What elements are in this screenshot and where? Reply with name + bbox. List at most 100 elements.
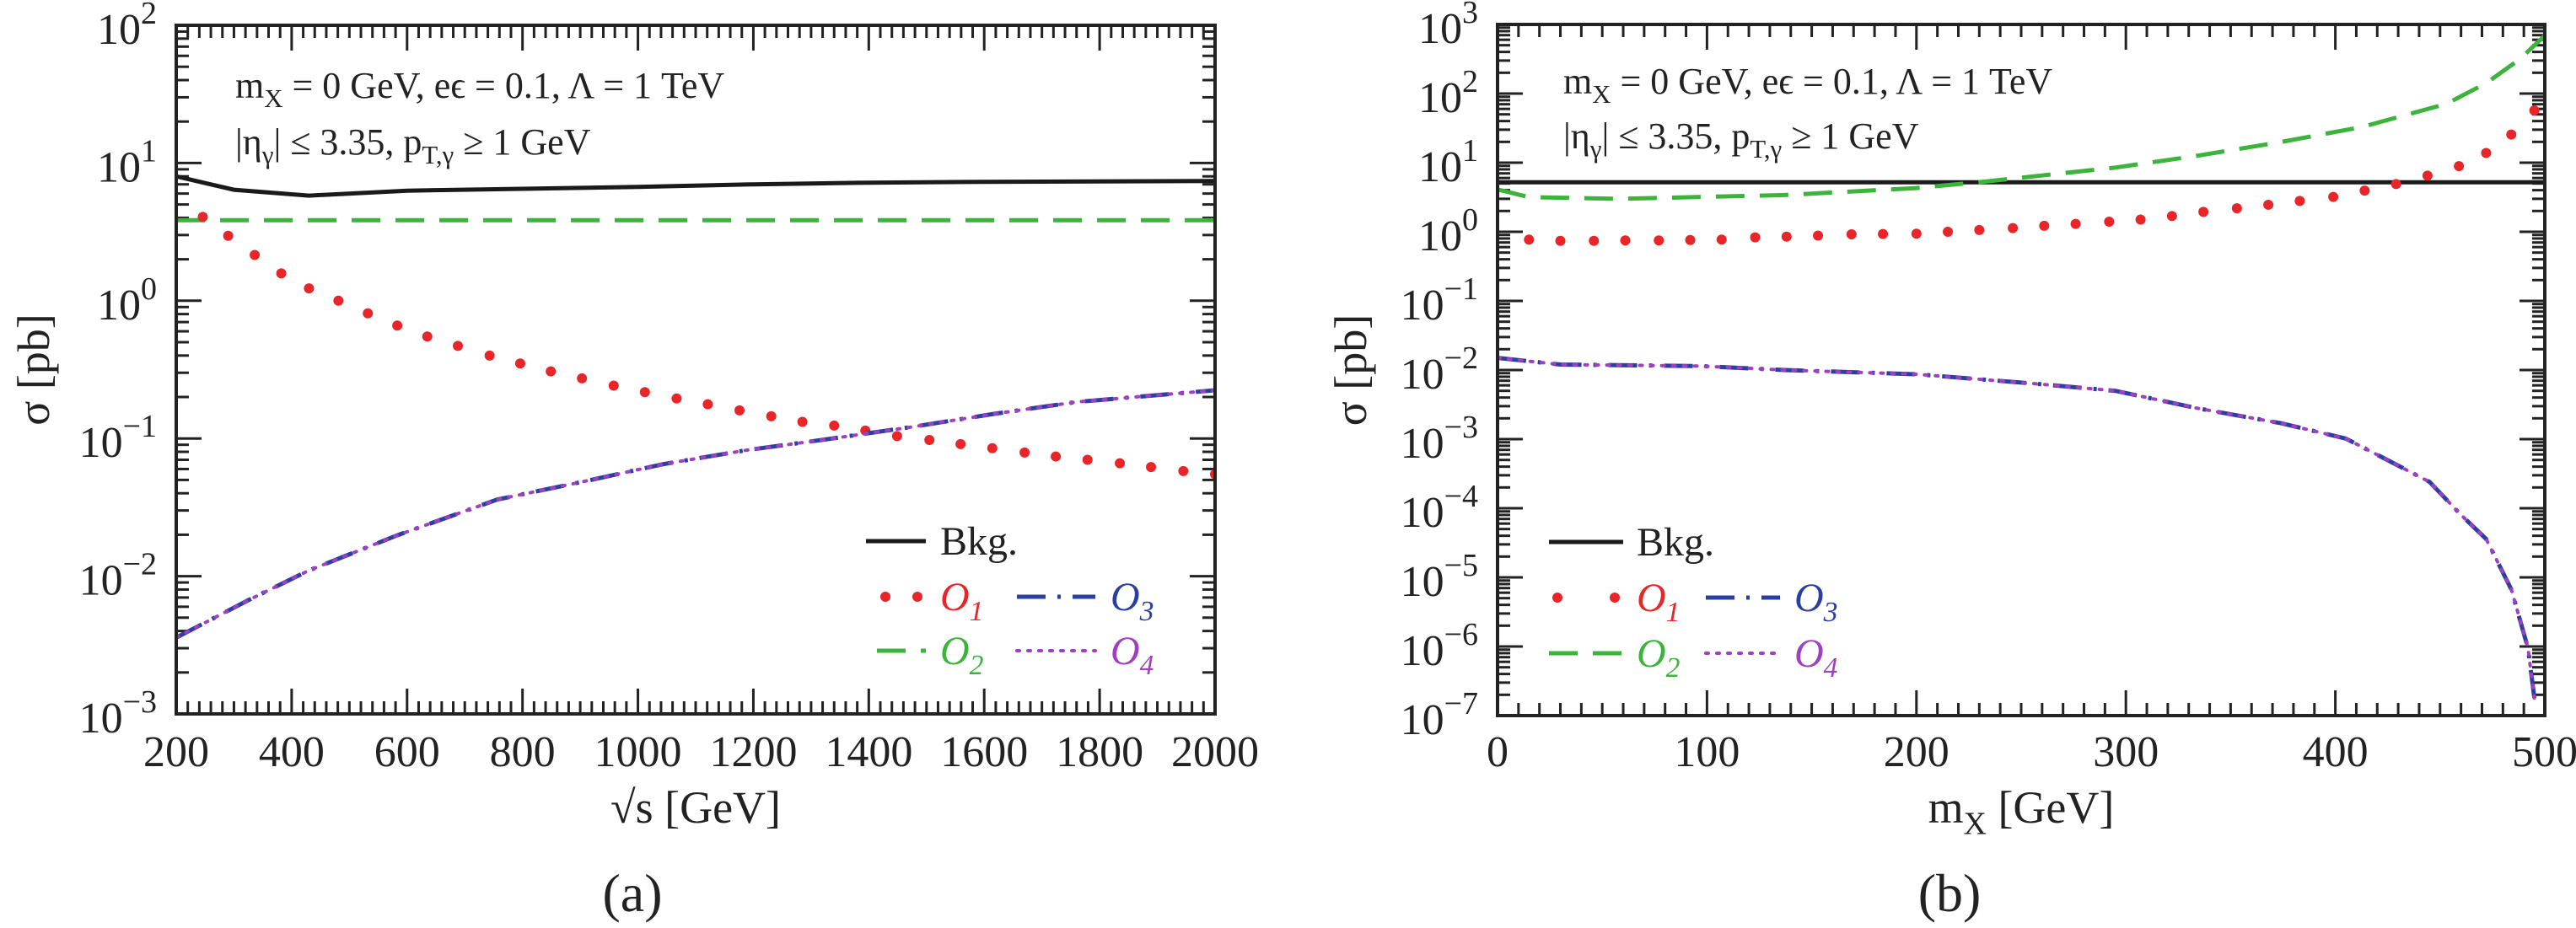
data-point-O1 <box>1750 232 1761 243</box>
axis-ticks <box>175 24 1217 716</box>
data-point-O1 <box>1878 228 1889 239</box>
plot-area <box>1498 34 2545 700</box>
data-point-O1 <box>223 230 234 241</box>
data-point-O1 <box>1178 465 1189 476</box>
subscript: T,γ <box>422 141 454 169</box>
subscript: 2 <box>1666 652 1681 684</box>
data-point-O1 <box>2166 211 2177 222</box>
subscript: T,γ <box>1750 135 1782 164</box>
x-tick-label: 300 <box>2093 728 2159 776</box>
data-point-O1 <box>333 295 344 306</box>
panel-label: (a) <box>602 863 662 923</box>
data-point-O1 <box>639 387 650 398</box>
plot-area <box>176 174 1215 640</box>
y-tick-label: 100 <box>97 271 157 330</box>
data-point-O1 <box>453 341 464 351</box>
y-tick-label: 10−2 <box>1401 341 1478 399</box>
tick-base: 10 <box>97 143 141 191</box>
data-point-O1 <box>514 358 525 369</box>
data-point-O1 <box>1685 234 1696 245</box>
text-part: = 0 GeV, eϵ = 0.1, Λ = 1 TeV <box>282 65 724 106</box>
legend-label-O4: O4​ <box>1794 631 1838 684</box>
subscript: X <box>1964 807 1987 842</box>
legend-label-O2: O2​ <box>940 629 984 681</box>
annotation-line: |ηγ​| ≤ 3.35, pT,γ​ ≥ 1 GeV <box>1563 115 1919 164</box>
data-point-O1 <box>392 320 403 331</box>
subscript: γ <box>1589 135 1602 164</box>
data-point-O1 <box>304 283 315 294</box>
data-point-O1 <box>1846 228 1857 239</box>
legend-swatch-O1 <box>1552 593 1562 603</box>
series-O1 <box>1524 105 2540 246</box>
data-point-O1 <box>829 420 840 431</box>
legend-swatch-O1 <box>912 592 922 602</box>
tick-exponent: 2 <box>141 0 157 31</box>
legend-label-O4: O4​ <box>1111 629 1154 681</box>
x-axis-label: mX​ [GeV] <box>1928 782 2115 842</box>
data-point-O1 <box>924 434 935 445</box>
tick-exponent: −1 <box>1444 271 1478 307</box>
data-point-O1 <box>2135 214 2146 225</box>
subscript: 3 <box>1139 596 1154 627</box>
data-point-O1 <box>1716 234 1727 245</box>
x-tick-label: 2000 <box>1171 728 1259 776</box>
tick-exponent: 1 <box>1462 133 1478 169</box>
text-part: Bkg. <box>940 519 1018 564</box>
tick-exponent: 1 <box>141 133 157 169</box>
tick-exponent: −7 <box>1444 686 1478 721</box>
y-tick-label: 101 <box>97 133 157 191</box>
text-part: O <box>940 575 970 620</box>
data-point-O1 <box>1524 234 1535 245</box>
y-tick-label: 100 <box>1418 202 1478 260</box>
text-part: ≥ 1 GeV <box>1782 115 1918 157</box>
tick-exponent: 0 <box>1462 202 1478 238</box>
legend-label-O3: O3​ <box>1111 575 1154 627</box>
data-point-O1 <box>1974 224 1985 235</box>
tick-base: 10 <box>1418 74 1462 122</box>
data-point-O1 <box>1911 228 1922 239</box>
data-point-O1 <box>276 268 287 279</box>
data-point-O1 <box>1555 235 1566 246</box>
x-tick-label: 200 <box>143 728 209 776</box>
tick-exponent: −1 <box>123 409 157 444</box>
tick-base: 10 <box>1401 282 1444 330</box>
series-O1 <box>197 212 1215 480</box>
x-tick-label: 1400 <box>825 728 912 776</box>
tick-base: 10 <box>79 419 123 467</box>
x-tick-label: 1600 <box>940 728 1028 776</box>
text-part: m <box>235 65 264 106</box>
text-part: ≥ 1 GeV <box>454 121 590 163</box>
data-point-O1 <box>2529 105 2540 116</box>
legend-swatch-O1 <box>1610 593 1620 603</box>
text-part: O <box>1111 629 1140 673</box>
data-point-O1 <box>2454 161 2465 172</box>
plot-frame <box>175 24 1217 716</box>
tick-base: 10 <box>1401 696 1444 744</box>
data-point-O1 <box>608 380 619 391</box>
data-point-O1 <box>484 350 495 361</box>
tick-base: 10 <box>1418 143 1462 191</box>
series-line-O3 <box>176 388 1215 640</box>
tick-exponent: −3 <box>1444 410 1478 445</box>
data-point-O1 <box>1813 230 1824 241</box>
subscript: 4 <box>1824 652 1838 684</box>
data-point-O1 <box>2481 148 2492 158</box>
y-axis-label: σ [pb] <box>8 314 59 426</box>
x-tick-label: 200 <box>1884 728 1949 776</box>
data-point-O1 <box>2070 218 2081 229</box>
data-point-O1 <box>2422 170 2433 181</box>
text-part: Bkg. <box>1637 520 1714 565</box>
legend-label-O1: O1​ <box>1637 576 1680 628</box>
data-point-O1 <box>671 393 682 404</box>
data-point-O1 <box>1146 462 1157 473</box>
tick-exponent: −2 <box>1444 341 1478 376</box>
axis-ticks <box>1496 23 2546 717</box>
series-line-O2 <box>1498 34 2545 201</box>
text-part: [GeV] <box>1987 782 2114 833</box>
y-tick-label: 10−2 <box>79 547 157 605</box>
data-point-O1 <box>734 405 745 416</box>
subscript: 1 <box>970 596 984 627</box>
tick-exponent: 0 <box>141 271 157 307</box>
text-part: |η <box>1563 115 1590 157</box>
panel-a-chart: 200 400 600 800 1000 1200 1400 1600 1800 200010−3… <box>8 0 1259 923</box>
